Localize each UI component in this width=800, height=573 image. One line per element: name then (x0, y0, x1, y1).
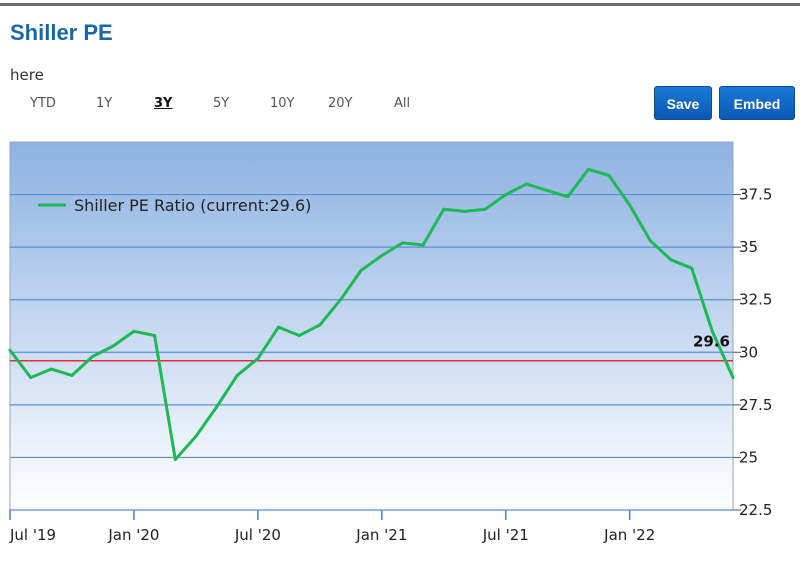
data-point (49, 367, 53, 371)
legend-label: Shiller PE Ratio (current:29.6) (74, 196, 311, 215)
data-point (318, 323, 322, 327)
x-tick-label: Jan '22 (603, 526, 655, 544)
data-point (442, 207, 446, 211)
data-point (483, 207, 487, 211)
data-point (8, 348, 12, 352)
range-1y-button[interactable]: 1Y (96, 96, 113, 111)
data-point (277, 325, 281, 329)
y-tick-label: 22.5 (739, 501, 772, 519)
data-point (690, 266, 694, 270)
data-point (173, 458, 177, 462)
data-point (111, 344, 115, 348)
data-point (153, 333, 157, 337)
y-tick-label: 30 (739, 343, 758, 361)
x-axis-ticks: Jul '19 Jan '20 Jul '20 Jan '21 Jul '21 Jan '… (9, 510, 655, 544)
y-tick-label: 32.5 (739, 291, 772, 309)
y-axis-ticks: 22.5 25 27.5 30 32.5 35 37.5 (733, 186, 772, 519)
data-point (359, 268, 363, 272)
data-point (400, 241, 404, 245)
data-point (545, 188, 549, 192)
data-point (339, 298, 343, 302)
range-all-button[interactable]: All (394, 96, 411, 111)
page-title: Shiller PE (10, 20, 113, 45)
data-point (586, 167, 590, 171)
range-20y-button[interactable]: 20Y (328, 96, 353, 111)
data-point (731, 376, 735, 380)
x-tick-label: Jul '21 (482, 526, 529, 544)
series-points (8, 167, 735, 462)
data-point (194, 434, 198, 438)
data-point (524, 182, 528, 186)
data-point (566, 195, 570, 199)
grid-lines (10, 193, 733, 511)
data-point (297, 333, 301, 337)
y-tick-label: 27.5 (739, 396, 772, 414)
y-tick-label: 25 (739, 448, 758, 466)
plot-area (9, 141, 734, 511)
top-divider (0, 3, 800, 6)
range-5y-button[interactable]: 5Y (213, 96, 230, 111)
data-point (235, 373, 239, 377)
data-point (380, 254, 384, 258)
y-tick-label: 35 (739, 238, 758, 256)
current-value-label: 29.6 (693, 333, 730, 351)
legend: Shiller PE Ratio (current:29.6) (38, 196, 311, 215)
range-3y-button[interactable]: 3Y (154, 96, 173, 111)
save-button[interactable]: Save (654, 86, 712, 120)
y-tick-label: 37.5 (739, 186, 772, 204)
x-tick-label: Jul '19 (9, 526, 56, 544)
data-point (628, 203, 632, 207)
range-ytd-button[interactable]: YTD (30, 96, 56, 111)
x-tick-label: Jul '20 (234, 526, 281, 544)
shiller-pe-series-line (8, 167, 735, 461)
data-point (710, 329, 714, 333)
range-10y-button[interactable]: 10Y (270, 96, 295, 111)
data-point (29, 376, 33, 380)
x-tick-label: Jan '20 (107, 526, 159, 544)
data-point (669, 258, 673, 262)
data-point (215, 405, 219, 409)
data-point (70, 373, 74, 377)
data-point (504, 193, 508, 197)
data-point (256, 357, 260, 361)
embed-button[interactable]: Embed (719, 86, 795, 120)
data-point (607, 174, 611, 178)
data-point (421, 243, 425, 247)
data-point (648, 239, 652, 243)
data-point (91, 354, 95, 358)
note-text: here (10, 66, 44, 84)
data-point (462, 209, 466, 213)
x-tick-label: Jan '21 (355, 526, 407, 544)
data-point (132, 329, 136, 333)
